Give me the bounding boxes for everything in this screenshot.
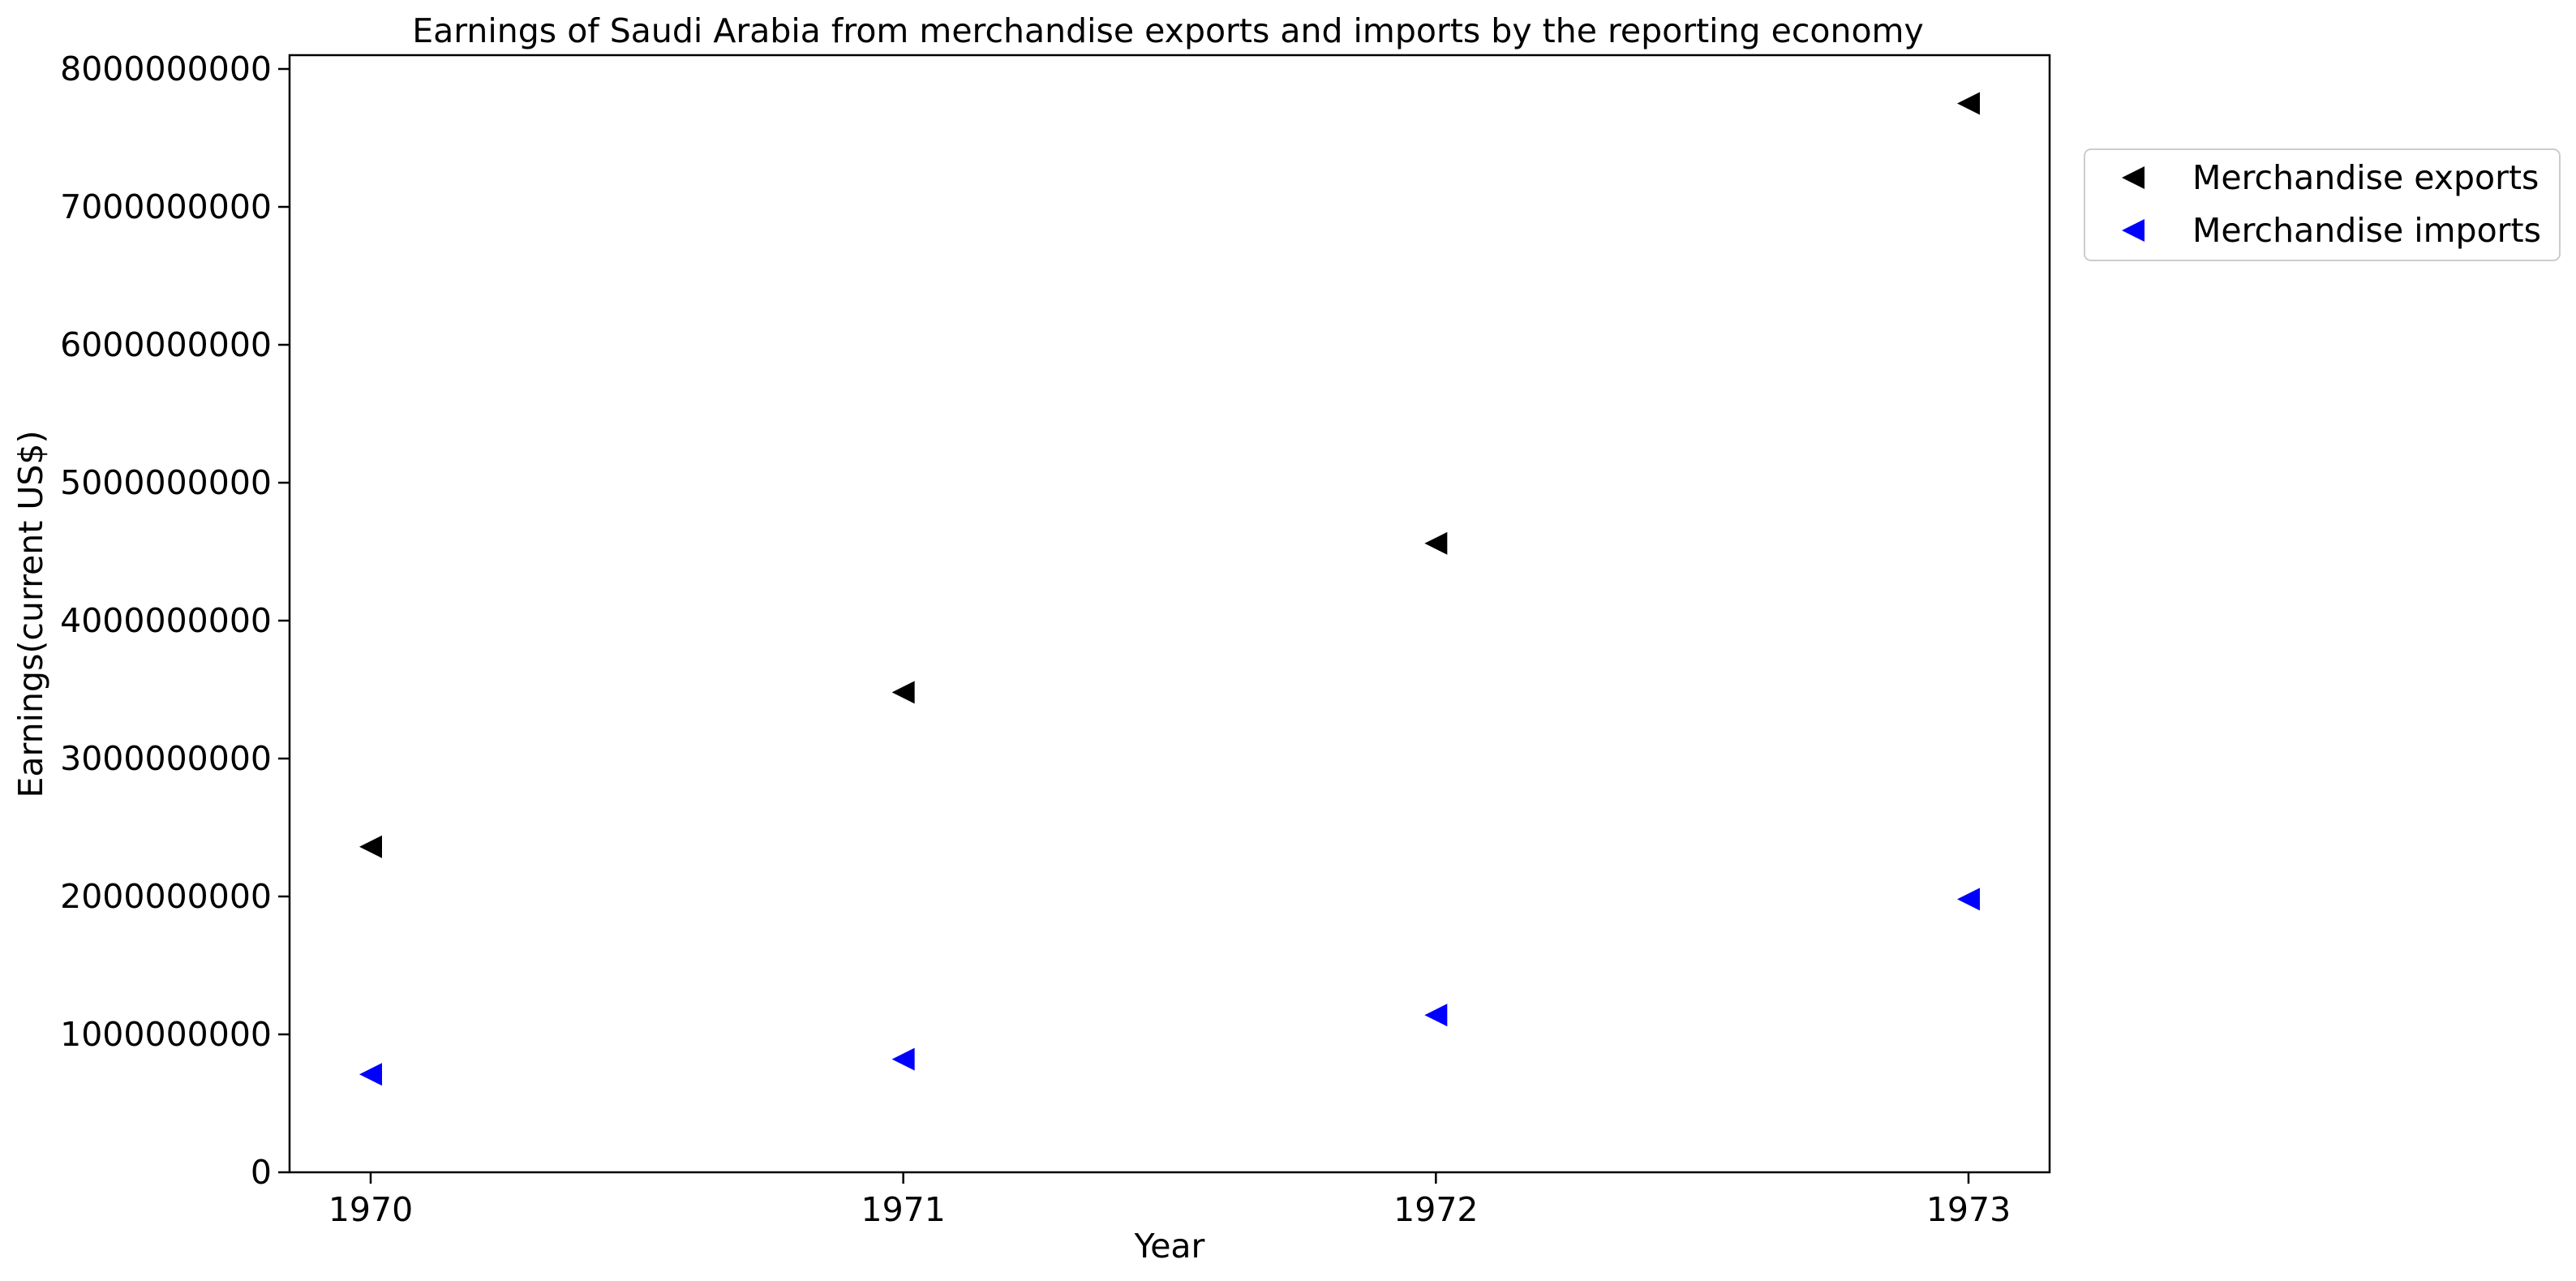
y-axis-title: Earnings(current US$) (11, 431, 50, 798)
point-merchandise-exports-1970 (359, 835, 382, 858)
legend-label-merchandise-exports: Merchandise exports (2192, 158, 2539, 197)
y-tick-label: 4000000000 (60, 601, 272, 640)
legend-marker-merchandise-exports (2122, 166, 2145, 189)
point-merchandise-exports-1971 (891, 681, 915, 704)
point-merchandise-imports-1972 (1424, 1004, 1448, 1027)
y-tick-label: 2000000000 (60, 877, 272, 916)
y-tick-label: 7000000000 (60, 187, 272, 226)
y-axis-ticks: 0 1000000000 2000000000 3000000000 400000000… (60, 49, 290, 1192)
y-tick-label: 3000000000 (60, 739, 272, 778)
legend-marker-merchandise-imports (2122, 219, 2145, 242)
y-tick-label: 0 (251, 1153, 272, 1192)
point-merchandise-exports-1972 (1424, 531, 1448, 555)
chart-title: Earnings of Saudi Arabia from merchandis… (412, 11, 1923, 50)
y-tick-label: 8000000000 (60, 49, 272, 88)
point-merchandise-exports-1973 (1957, 92, 1980, 115)
legend-label-merchandise-imports: Merchandise imports (2192, 211, 2541, 250)
y-tick-label: 1000000000 (60, 1015, 272, 1054)
data-points (359, 92, 1980, 1086)
plot-area-frame (288, 54, 2051, 1174)
x-axis-title: Year (1134, 1227, 1205, 1266)
point-merchandise-imports-1971 (891, 1047, 915, 1071)
x-tick-label: 1970 (328, 1190, 413, 1229)
x-tick-label: 1973 (1926, 1190, 2011, 1229)
point-merchandise-imports-1970 (359, 1063, 382, 1086)
y-tick-label: 6000000000 (60, 325, 272, 364)
point-merchandise-imports-1973 (1957, 888, 1980, 911)
x-tick-label: 1972 (1393, 1190, 1478, 1229)
x-tick-label: 1971 (861, 1190, 945, 1229)
legend-box (2084, 148, 2561, 261)
x-axis-ticks: 1970 1971 1972 1973 (328, 1172, 2011, 1229)
y-tick-label: 5000000000 (60, 463, 272, 502)
legend: Merchandise exports Merchandise imports (2084, 148, 2561, 261)
